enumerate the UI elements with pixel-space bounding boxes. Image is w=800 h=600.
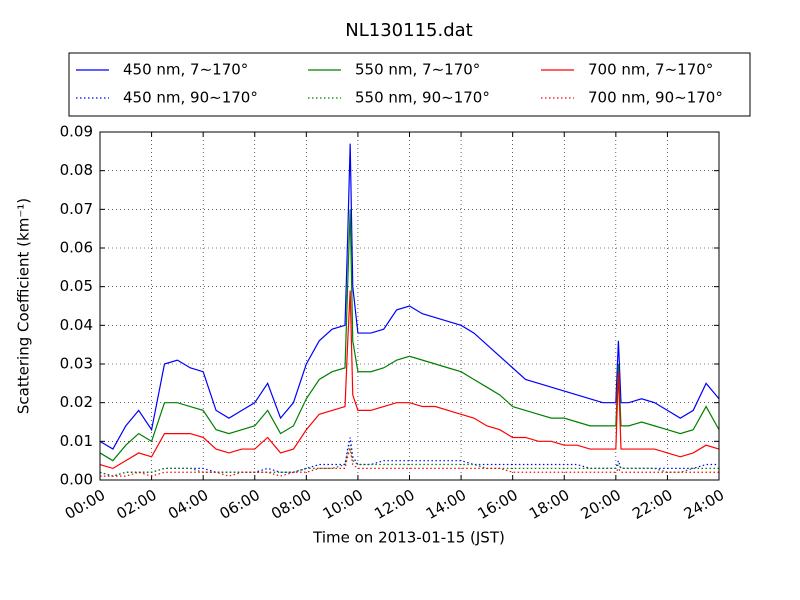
plot-frame <box>99 131 720 481</box>
x-axis-label: Time on 2013-01-15 (JST) <box>312 529 505 547</box>
data-line <box>99 143 720 450</box>
legend-label: 700 nm, 7∼170° <box>588 61 713 79</box>
legend-label: 550 nm, 7∼170° <box>355 61 480 79</box>
data-line <box>100 448 719 477</box>
y-tick-label: 0.09 <box>60 123 93 141</box>
data-line <box>99 445 719 477</box>
data-line <box>99 290 720 470</box>
legend-label: 450 nm, 90∼170° <box>123 89 258 107</box>
chart-title: NL130115.dat <box>345 20 472 41</box>
y-tick-label: 0.05 <box>60 277 93 295</box>
legend-label: 550 nm, 90∼170° <box>355 89 490 107</box>
y-tick-label: 0.04 <box>60 316 93 334</box>
legend-label: 700 nm, 90∼170° <box>588 89 723 107</box>
data-line <box>99 437 719 477</box>
y-tick-label: 0.03 <box>60 355 93 373</box>
y-axis-label: Scattering Coefficient (km⁻¹) <box>15 198 33 414</box>
y-tick-label: 0.00 <box>60 471 93 489</box>
legend-label: 450 nm, 7∼170° <box>123 61 248 79</box>
y-tick-label: 0.06 <box>60 239 93 257</box>
y-tick-label: 0.01 <box>60 432 93 450</box>
y-tick-label: 0.07 <box>60 200 93 218</box>
y-tick-label: 0.02 <box>60 393 93 411</box>
legend-box <box>68 52 751 117</box>
y-tick-label: 0.08 <box>60 161 93 179</box>
